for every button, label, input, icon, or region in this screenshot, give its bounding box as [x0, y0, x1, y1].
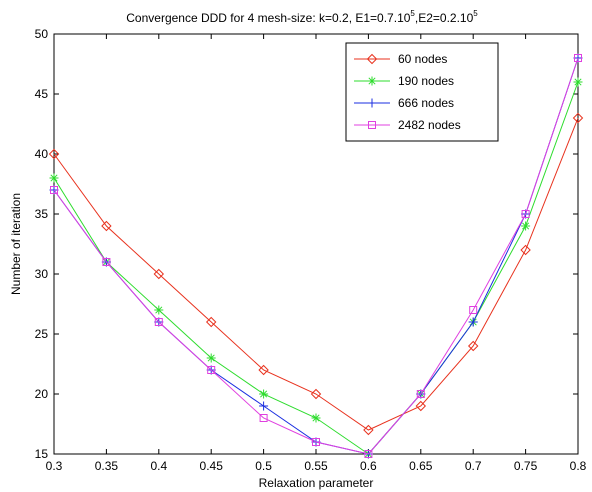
- legend-label: 666 nodes: [398, 96, 454, 110]
- x-tick-label: 0.65: [409, 459, 433, 473]
- series-3: [50, 54, 582, 458]
- data-point-asterisk: [206, 353, 216, 363]
- x-tick-label: 0.7: [465, 459, 482, 473]
- data-point-diamond: [205, 316, 217, 328]
- x-tick-label: 0.5: [255, 459, 272, 473]
- data-point-square: [207, 366, 216, 374]
- data-point-diamond: [258, 364, 269, 376]
- data-point-square: [368, 121, 376, 129]
- y-tick-label: 25: [35, 327, 49, 341]
- legend-label: 60 nodes: [398, 52, 447, 66]
- legend-label: 2482 nodes: [398, 118, 461, 132]
- data-point-diamond: [415, 400, 427, 412]
- series-layer: [48, 53, 584, 459]
- x-tick-label: 0.35: [95, 459, 119, 473]
- data-point-plus: [468, 317, 478, 327]
- x-tick-label: 0.45: [200, 459, 224, 473]
- data-point-asterisk: [154, 305, 164, 315]
- x-tick-label: 0.55: [304, 459, 328, 473]
- legend-item: 190 nodes: [354, 74, 454, 88]
- y-axis-label: Number of iteration: [9, 193, 23, 295]
- y-tick-label: 15: [35, 447, 49, 461]
- legend-item: 2482 nodes: [354, 118, 461, 132]
- legend-label: 190 nodes: [398, 74, 454, 88]
- y-tick-label: 30: [35, 267, 49, 281]
- data-point-diamond: [572, 112, 584, 124]
- data-point-square: [259, 414, 268, 422]
- legend-item: 666 nodes: [354, 96, 454, 110]
- data-point-plus: [367, 98, 377, 108]
- data-point-square: [102, 258, 111, 266]
- data-point-diamond: [310, 388, 322, 400]
- data-point-square: [364, 450, 373, 458]
- data-point-diamond: [48, 148, 60, 160]
- x-tick-label: 0.75: [514, 459, 538, 473]
- data-point-square: [521, 210, 530, 218]
- x-tick-label: 0.4: [150, 459, 167, 473]
- series-line: [53, 57, 579, 455]
- axis-ticks: 0.3 0.35 0.4 0.45 0.5 0.55 0.6 0.65 0.7 0.75 0.8 15…: [35, 27, 587, 473]
- data-point-asterisk: [259, 389, 269, 399]
- data-point-square: [154, 318, 163, 326]
- y-tick-label: 20: [35, 387, 49, 401]
- series-0: [48, 112, 584, 436]
- data-point-diamond: [366, 53, 378, 65]
- legend-item: 60 nodes: [354, 52, 447, 66]
- data-point-asterisk: [521, 221, 531, 231]
- y-tick-label: 40: [35, 147, 49, 161]
- data-point-asterisk: [573, 77, 583, 87]
- data-point-diamond: [153, 268, 165, 280]
- y-tick-label: 45: [35, 87, 49, 101]
- data-point-square: [50, 186, 58, 194]
- data-point-square: [574, 54, 582, 62]
- data-point-square: [416, 390, 425, 398]
- data-point-square: [469, 306, 478, 314]
- data-point-diamond: [520, 244, 531, 256]
- y-tick-label: 50: [35, 27, 49, 41]
- data-point-diamond: [467, 340, 479, 352]
- x-tick-label: 0.8: [570, 459, 587, 473]
- x-tick-label: 0.3: [46, 459, 63, 473]
- chart-title: Convergence DDD for 4 mesh-size: k=0.2, …: [126, 9, 478, 25]
- y-tick-label: 35: [35, 207, 49, 221]
- x-tick-label: 0.6: [360, 459, 377, 473]
- data-point-asterisk: [311, 413, 321, 423]
- data-point-square: [312, 438, 320, 446]
- data-point-diamond: [101, 220, 112, 232]
- plot-area: [53, 33, 579, 455]
- data-point-asterisk: [49, 173, 59, 183]
- series-line: [53, 117, 579, 431]
- x-axis-label: Relaxation parameter: [259, 476, 374, 490]
- data-point-diamond: [363, 424, 374, 436]
- series-1: [49, 77, 583, 459]
- legend: 60 nodes 190 nodes 666 nodes 2482 nodes: [345, 42, 499, 142]
- data-point-plus: [259, 401, 269, 411]
- data-point-asterisk: [367, 76, 377, 86]
